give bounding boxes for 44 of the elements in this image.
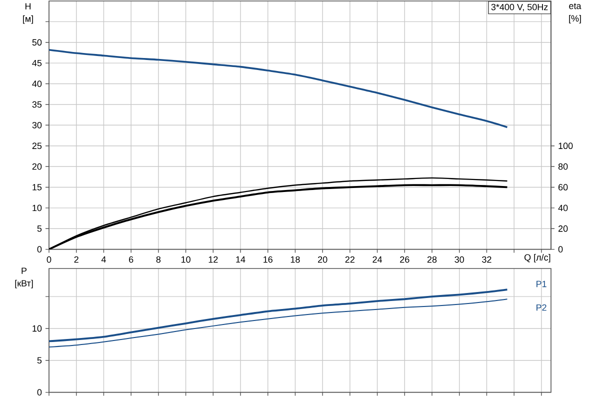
- y-axis-title: P [кВт]: [15, 268, 33, 288]
- x-tick-label: 20: [318, 256, 328, 263]
- y-tick-label: 0: [37, 389, 42, 396]
- x-tick-label: 8: [156, 256, 161, 263]
- y-tick-label: 0: [37, 246, 42, 252]
- y-tick-label: 25: [32, 142, 42, 150]
- y2-tick-label: 80: [558, 163, 568, 170]
- x-tick-label: 26: [400, 256, 410, 263]
- y-tick-label: 10: [32, 325, 42, 332]
- x-tick-label: 28: [427, 256, 437, 263]
- x-tick-label: 16: [264, 256, 272, 263]
- x-tick-label: 30: [454, 256, 464, 263]
- x-tick-label: 14: [236, 256, 246, 263]
- x-tick-label: 4: [101, 256, 106, 263]
- annotation: 3*400 V, 50Hz: [491, 4, 548, 12]
- y2-tick-label: 100: [558, 142, 573, 150]
- y-tick-label: 15: [32, 184, 42, 190]
- y2-tick-label: 20: [558, 225, 568, 232]
- y2-tick-label: 0: [558, 246, 563, 252]
- x-tick-label: 18: [290, 256, 300, 263]
- y2-tick-label: 60: [558, 184, 568, 190]
- y-tick-label: 10: [32, 204, 42, 212]
- y-tick-label: 5: [37, 225, 42, 232]
- y-tick-label: 45: [32, 60, 42, 66]
- y-tick-label: 30: [32, 122, 42, 128]
- x-tick-label: 2: [74, 256, 78, 263]
- y-tick-label: 40: [32, 80, 42, 87]
- y2-axis-title: eta [%]: [569, 3, 582, 24]
- y-tick-label: 20: [32, 163, 42, 170]
- y-tick-label: 50: [32, 39, 42, 46]
- x-axis-title: Q [л/с]: [524, 254, 550, 262]
- text: P1: [536, 280, 546, 288]
- y-tick-label: 35: [32, 101, 42, 108]
- y-axis-title: H [м]: [23, 3, 33, 24]
- y2-tick-label: 40: [558, 204, 568, 212]
- x-tick-label: 12: [208, 256, 218, 263]
- x-tick-label: 22: [345, 256, 354, 263]
- x-tick-label: 0: [46, 256, 52, 263]
- x-tick-label: 6: [129, 256, 134, 263]
- x-tick-label: 24: [372, 256, 382, 263]
- y-tick-label: 5: [37, 357, 42, 364]
- text: P2: [536, 304, 546, 311]
- x-tick-label: 10: [181, 256, 190, 263]
- x-tick-label: 32: [482, 256, 492, 263]
